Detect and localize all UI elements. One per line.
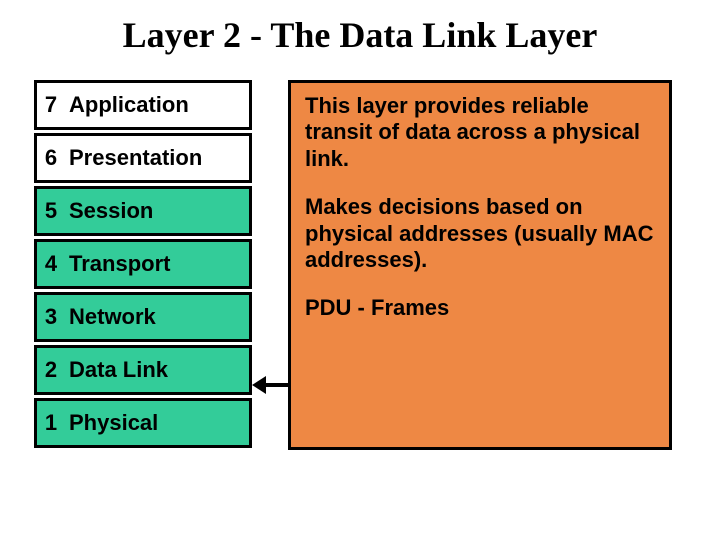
layer-number: 4 (37, 251, 65, 277)
layer-number: 3 (37, 304, 65, 330)
layer-row: 7 Application (34, 80, 252, 130)
layer-name: Transport (65, 251, 170, 277)
layer-name: Network (65, 304, 156, 330)
layer-row: 3 Network (34, 292, 252, 342)
layer-row: 6 Presentation (34, 133, 252, 183)
osi-layers-table: 7 Application 6 Presentation 5 Session 4… (34, 80, 252, 451)
layer-number: 7 (37, 92, 65, 118)
page-title: Layer 2 - The Data Link Layer (0, 0, 720, 74)
callout-paragraph: PDU - Frames (305, 295, 655, 321)
layer-name: Physical (65, 410, 158, 436)
layer-row: 5 Session (34, 186, 252, 236)
layer-name: Application (65, 92, 189, 118)
description-callout: This layer provides reliable transit of … (288, 80, 672, 450)
callout-paragraph: Makes decisions based on physical addres… (305, 194, 655, 273)
layer-row: 1 Physical (34, 398, 252, 448)
layer-row: 2 Data Link (34, 345, 252, 395)
layer-number: 1 (37, 410, 65, 436)
callout-paragraph: This layer provides reliable transit of … (305, 93, 655, 172)
layer-number: 5 (37, 198, 65, 224)
layer-row: 4 Transport (34, 239, 252, 289)
layer-name: Presentation (65, 145, 202, 171)
pointer-arrow (252, 374, 290, 396)
arrow-head-icon (252, 376, 266, 394)
layer-number: 2 (37, 357, 65, 383)
layer-name: Data Link (65, 357, 168, 383)
layer-number: 6 (37, 145, 65, 171)
arrow-shaft (262, 383, 290, 387)
diagram-area: 7 Application 6 Presentation 5 Session 4… (0, 74, 720, 504)
layer-name: Session (65, 198, 153, 224)
